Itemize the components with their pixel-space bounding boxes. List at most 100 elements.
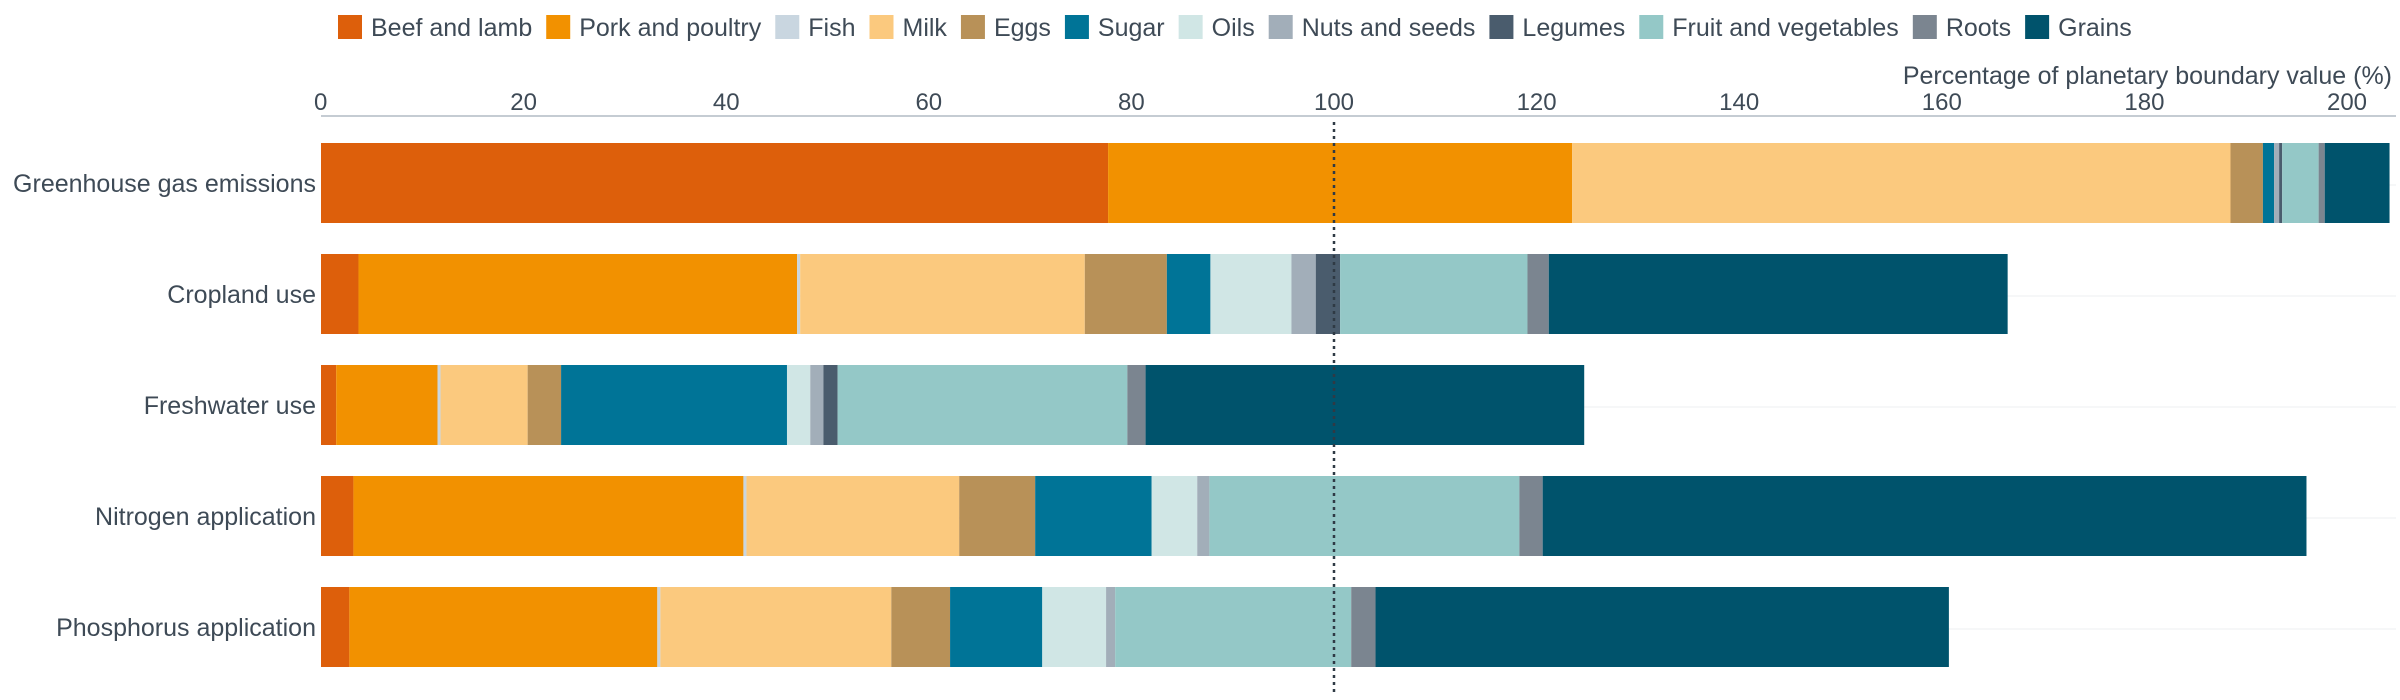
bar-segment-grains (2324, 143, 2390, 223)
bar-segment-legumes (823, 365, 838, 445)
legend-label: Grains (2058, 14, 2132, 42)
bar-segment-fish (437, 365, 441, 445)
category-label: Cropland use (167, 281, 316, 309)
bar-segment-sugar (1166, 254, 1211, 334)
legend-label: Legumes (1522, 14, 1625, 42)
bar-row-cropland-use (321, 254, 2008, 334)
bar-segment-oils (1151, 476, 1198, 556)
bar-segment-eggs (1084, 254, 1167, 334)
bar-row-nitrogen-application (321, 476, 2307, 556)
bar-segment-eggs (2230, 143, 2263, 223)
bar-segment-beef-and-lamb (321, 143, 1109, 223)
x-tick-label: 200 (2327, 89, 2367, 116)
legend-label: Oils (1212, 14, 1255, 42)
legend-swatch (1639, 15, 1664, 39)
bar-segment-roots (2318, 143, 2325, 223)
bar-segment-oils (1042, 587, 1107, 667)
bar-segment-nuts-and-seeds (1106, 587, 1116, 667)
legend-item-oils: Oils (1178, 14, 1255, 42)
legend-label: Sugar (1098, 14, 1165, 42)
bar-segment-milk (440, 365, 528, 445)
legend-swatch (775, 15, 800, 39)
x-tick-label: 180 (2124, 89, 2164, 116)
bar-segment-milk (800, 254, 1085, 334)
legend-swatch (1489, 15, 1514, 39)
bar-segment-roots (1527, 254, 1549, 334)
bar-segment-sugar (2262, 143, 2275, 223)
x-tick-label: 100 (1314, 89, 1354, 116)
bar-segment-grains (1542, 476, 2307, 556)
bar-segment-beef-and-lamb (321, 365, 337, 445)
legend-item-grains: Grains (2025, 14, 2132, 42)
legend-swatch (1064, 15, 1089, 39)
x-tick-label: 40 (713, 89, 740, 116)
bar-segment-pork-and-poultry (353, 476, 744, 556)
bar-segment-milk (660, 587, 892, 667)
bar-segment-pork-and-poultry (349, 587, 658, 667)
bar-segment-nuts-and-seeds (2274, 143, 2280, 223)
bar-segment-sugar (561, 365, 787, 445)
bar-segment-milk (746, 476, 960, 556)
bar-row-freshwater-use (321, 365, 1585, 445)
legend-item-nuts-and-seeds: Nuts and seeds (1268, 14, 1476, 42)
bar-segment-fruit-and-vegetables (1209, 476, 1520, 556)
legend-swatch (1268, 15, 1293, 39)
legend-label: Eggs (994, 14, 1051, 42)
bar-segment-milk (1572, 143, 2231, 223)
legend: Beef and lamb Pork and poultry Fish Milk Egg… (338, 14, 2132, 42)
legend-item-eggs: Eggs (960, 14, 1051, 42)
legend-label: Fish (808, 14, 855, 42)
x-tick-label: 120 (1517, 89, 1557, 116)
bar-segment-pork-and-poultry (358, 254, 798, 334)
bar-segment-oils (786, 365, 811, 445)
legend-label: Nuts and seeds (1302, 14, 1476, 42)
bar-segment-nuts-and-seeds (810, 365, 824, 445)
bar-segment-fish (743, 476, 747, 556)
legend-label: Roots (1946, 14, 2011, 42)
legend-swatch (2025, 15, 2050, 39)
legend-swatch (960, 15, 985, 39)
category-label: Freshwater use (144, 392, 316, 420)
bar-row-phosphorus-application (321, 587, 1949, 667)
legend-swatch (338, 15, 362, 39)
bars (321, 143, 2390, 667)
bar-segment-eggs (891, 587, 951, 667)
legend-item-pork-and-poultry: Pork and poultry (546, 14, 762, 42)
category-labels: Greenhouse gas emissions Cropland use Fres… (13, 170, 316, 642)
category-label: Greenhouse gas emissions (13, 170, 316, 198)
bar-segment-sugar (1035, 476, 1152, 556)
bar-segment-grains (1548, 254, 2008, 334)
bar-segment-grains (1145, 365, 1585, 445)
bar-segment-beef-and-lamb (321, 587, 350, 667)
bar-segment-fruit-and-vegetables (1340, 254, 1528, 334)
bar-segment-legumes (2279, 143, 2283, 223)
bar-segment-pork-and-poultry (336, 365, 438, 445)
legend-label: Fruit and vegetables (1672, 14, 1899, 42)
bar-segment-grains (1375, 587, 1949, 667)
legend-item-roots: Roots (1912, 14, 2011, 42)
bar-segment-nuts-and-seeds (1197, 476, 1210, 556)
bar-segment-beef-and-lamb (321, 254, 359, 334)
category-label: Phosphorus application (56, 614, 316, 642)
bar-segment-eggs (527, 365, 562, 445)
legend-item-sugar: Sugar (1064, 14, 1165, 42)
x-axis-title: Percentage of planetary boundary value (… (1903, 62, 2392, 90)
bar-segment-roots (1127, 365, 1146, 445)
bar-row-greenhouse-gas-emissions (321, 143, 2390, 223)
legend-item-legumes: Legumes (1489, 14, 1625, 42)
legend-label: Pork and poultry (579, 14, 762, 42)
legend-swatch (1178, 15, 1203, 39)
legend-swatch (546, 15, 571, 39)
bar-segment-oils (1210, 254, 1292, 334)
bar-segment-fruit-and-vegetables (837, 365, 1128, 445)
x-tick-label: 20 (510, 89, 537, 116)
legend-swatch (869, 15, 894, 39)
x-axis: 0 20 40 60 80 100 120 140 160 180 200 (314, 89, 2396, 117)
legend-item-fruit-and-vegetables: Fruit and vegetables (1639, 14, 1899, 42)
legend-swatch (1912, 15, 1937, 39)
x-tick-label: 140 (1719, 89, 1759, 116)
x-tick-label: 160 (1922, 89, 1962, 116)
legend-label: Milk (903, 14, 948, 42)
